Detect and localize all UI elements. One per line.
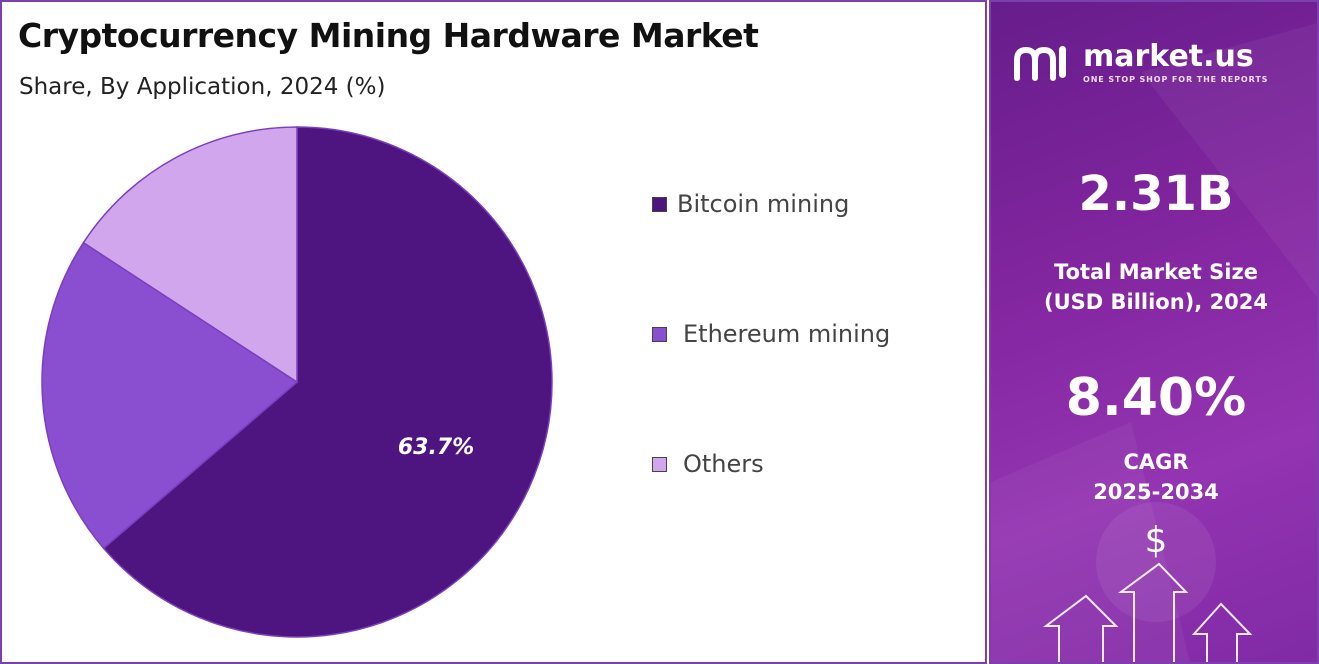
market-us-logo-icon xyxy=(1014,46,1066,81)
legend-item-ethereum-mining: Ethereum mining xyxy=(652,320,890,348)
legend-swatch-bitcoin-mining xyxy=(652,196,667,212)
legend-swatch-others xyxy=(652,456,667,472)
legend-item-others: Others xyxy=(652,450,764,478)
dollar-icon: $ xyxy=(1144,520,1168,561)
brand-tagline: ONE STOP SHOP FOR THE REPORTS xyxy=(1083,75,1269,84)
legend-label-others: Others xyxy=(683,450,764,478)
market-size-label-line1: Total Market Size xyxy=(1054,260,1258,284)
market-size-value: 2.31B xyxy=(1078,166,1234,222)
pie-chart: 63.7% xyxy=(41,126,553,638)
legend-label-ethereum-mining: Ethereum mining xyxy=(683,320,891,348)
cagr-label-line1: CAGR xyxy=(1123,450,1189,474)
cagr-label: CAGR 2025-2034 xyxy=(991,447,1317,508)
pie-slice-bitcoin-mining xyxy=(102,126,553,638)
legend-label-bitcoin-mining: Bitcoin mining xyxy=(677,190,850,218)
summary-panel: market.us ONE STOP SHOP FOR THE REPORTS … xyxy=(989,0,1319,664)
data-label-bitcoin-mining: 63.7% xyxy=(398,435,474,460)
chart-subtitle: Share, By Application, 2024 (%) xyxy=(19,74,386,100)
chart-title: Cryptocurrency Mining Hardware Market xyxy=(18,16,759,55)
market-size-label: Total Market Size (USD Billion), 2024 xyxy=(991,257,1317,318)
market-size-label-line2: (USD Billion), 2024 xyxy=(1043,290,1269,315)
chart-panel: Cryptocurrency Mining Hardware Market Sh… xyxy=(0,0,987,664)
legend-swatch-ethereum-mining xyxy=(652,326,667,342)
cagr-value: 8.40% xyxy=(1065,368,1247,428)
growth-arrows-icon xyxy=(1043,562,1253,662)
brand-logo: market.us ONE STOP SHOP FOR THE REPORTS xyxy=(1013,42,1268,84)
legend-item-bitcoin-mining: Bitcoin mining xyxy=(652,190,849,218)
pie-slice-ethereum-mining xyxy=(41,241,299,550)
cagr-label-line2: 2025-2034 xyxy=(1093,480,1219,505)
brand-name: market.us xyxy=(1083,39,1254,74)
pie-slice-others xyxy=(82,126,298,384)
background-decoration xyxy=(991,2,1317,662)
